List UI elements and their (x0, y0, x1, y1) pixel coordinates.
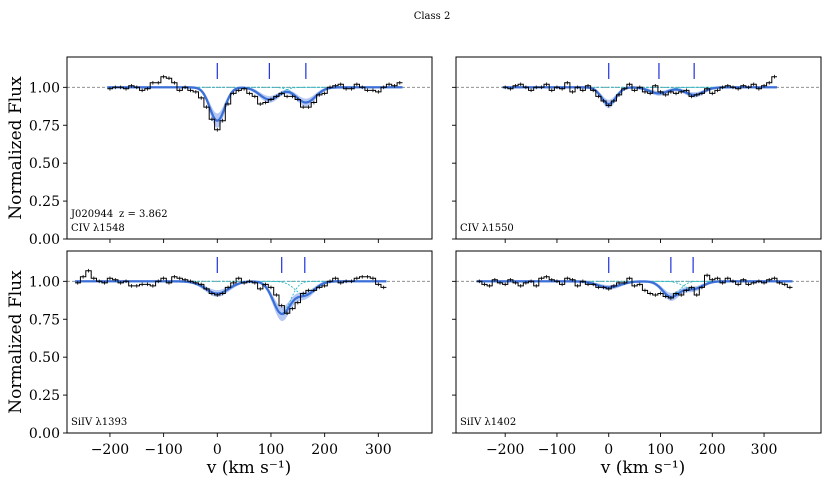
redshift-label: z = 3.862 (119, 209, 168, 220)
x-tick-label: 300 (365, 442, 392, 458)
flux-data-step (107, 76, 403, 131)
axes-frame (66, 56, 433, 240)
total-fit-line (107, 86, 403, 122)
x-tick-label: −200 (91, 442, 129, 458)
plot-area (456, 273, 821, 301)
fit-uncertainty-band (502, 86, 777, 109)
panel-bottom-left: −200 −100 0 100 200 300 0.00 0.25 0.50 0.75 1.00 Si… (29, 250, 433, 458)
panel-bottom-right: −200 −100 0 100 200 300 SiIV λ1402 (452, 250, 822, 458)
x-tick-label: 300 (751, 442, 778, 458)
x-tick-label: 100 (258, 442, 285, 458)
y-tick-label: 0.50 (29, 156, 60, 172)
plot-area (67, 74, 432, 132)
x-tick-label: −200 (486, 442, 524, 458)
x-tick-label: 200 (311, 442, 338, 458)
x-tick-label: −100 (144, 442, 182, 458)
ion-label: SiIV λ1393 (71, 417, 127, 428)
axes-frame (455, 56, 822, 240)
panel-top-right: CIV λ1550 (452, 56, 822, 243)
y-tick-label: 0.00 (29, 426, 60, 442)
x-tick-label: −100 (538, 442, 576, 458)
y-axis-label-bottom: Normalized Flux (6, 270, 26, 414)
flux-data-step (502, 76, 777, 106)
component-profile-1 (502, 86, 777, 105)
y-tick-label: 0.50 (29, 350, 60, 366)
panel-top-left: 0.00 0.25 0.50 0.75 1.00 CIV λ1548 J020944 z = … (29, 56, 433, 248)
y-tick-label: 0.25 (29, 388, 60, 404)
axes-frame (66, 250, 433, 434)
y-axis-label-top: Normalized Flux (6, 76, 26, 220)
plot-area (456, 74, 821, 109)
y-tick-label: 0.75 (29, 312, 60, 328)
x-axis-label-right: v (km s⁻¹) (600, 458, 686, 478)
x-tick-label: 200 (699, 442, 726, 458)
y-tick-label: 0.25 (29, 194, 60, 210)
plot-area (67, 268, 432, 322)
total-fit-line (476, 280, 793, 299)
target-label: J020944 (70, 209, 113, 220)
ion-label: SiIV λ1402 (460, 417, 516, 428)
axes-frame (455, 250, 822, 434)
ion-label: CIV λ1550 (460, 223, 514, 234)
ion-label: CIV λ1548 (71, 223, 125, 234)
x-axis-label-left: v (km s⁻¹) (206, 458, 292, 478)
y-tick-label: 1.00 (29, 274, 60, 290)
component-profile-2 (476, 280, 793, 297)
x-tick-label: 0 (213, 442, 222, 458)
y-tick-label: 0.75 (29, 118, 60, 134)
total-fit-line (502, 86, 777, 106)
flux-data-step (75, 270, 387, 314)
y-tick-label: 1.00 (29, 80, 60, 96)
y-tick-label: 0.00 (29, 232, 60, 248)
x-tick-label: 0 (604, 442, 613, 458)
figure-suptitle: Class 2 (414, 11, 451, 22)
x-tick-label: 100 (647, 442, 674, 458)
flux-data-step (476, 274, 793, 299)
